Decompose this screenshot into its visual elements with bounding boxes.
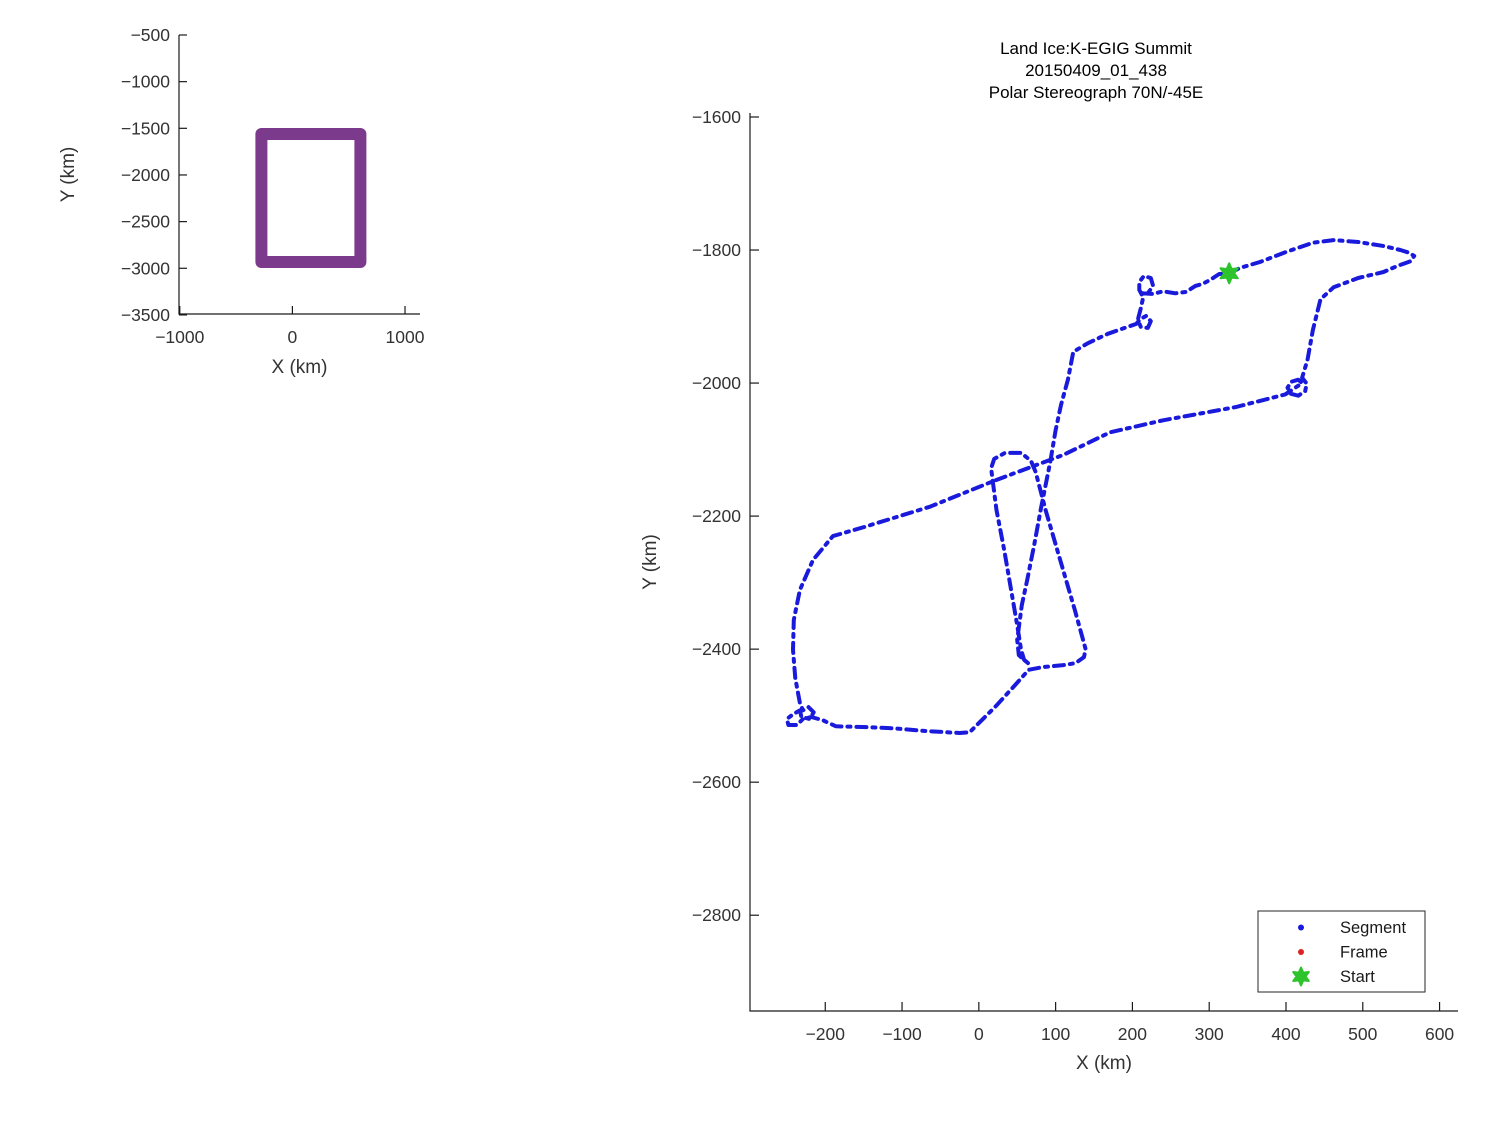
series-Segment <box>784 238 1417 735</box>
plot-title-line: Land Ice:K-EGIG Summit <box>1000 39 1192 58</box>
segment-marker-icon <box>1298 924 1304 931</box>
y-tick-label: −2000 <box>121 165 170 185</box>
legend-entry-start: Start <box>1292 966 1375 987</box>
x-axis-label: X (km) <box>1076 1053 1132 1074</box>
y-tick-label: −2000 <box>692 373 741 393</box>
y-axis-label: Y (km) <box>640 534 661 590</box>
x-tick-label: 0 <box>974 1024 984 1044</box>
legend-label: Frame <box>1340 944 1388 962</box>
x-tick-label: −1000 <box>155 327 204 347</box>
x-tick-label: 300 <box>1195 1024 1224 1044</box>
y-tick-label: −2600 <box>692 772 741 792</box>
legend: Segment Frame Start <box>1257 910 1426 993</box>
y-tick-label: −2200 <box>692 506 741 526</box>
y-tick-label: −3500 <box>121 305 170 325</box>
frame-marker-icon <box>1298 949 1304 955</box>
x-tick-label: 1000 <box>386 327 425 347</box>
series-coverage-boundary <box>255 128 367 268</box>
y-tick-label: −1000 <box>121 72 170 92</box>
x-tick-label: 200 <box>1118 1024 1147 1044</box>
legend-entry-frame: Frame <box>1298 944 1388 962</box>
x-tick-label: −100 <box>882 1024 922 1044</box>
x-tick-label: 400 <box>1271 1024 1300 1044</box>
plot-title-line: Polar Stereograph 70N/-45E <box>989 83 1204 102</box>
legend-label: Segment <box>1340 919 1406 937</box>
y-tick-label: −2800 <box>692 905 741 925</box>
x-tick-label: 500 <box>1348 1024 1377 1044</box>
x-tick-label: 600 <box>1425 1024 1454 1044</box>
plot-flight_map: −200 −100 0 100 200 300 400 500 600 −1600 −1800 −20… <box>640 39 1458 1074</box>
y-tick-label: −500 <box>131 25 171 45</box>
plot-overview: −1000 0 1000 −500 −1000 −1500 −2000 −2500 −3000 −… <box>58 25 425 378</box>
y-axis-label: Y (km) <box>58 147 79 203</box>
y-tick-label: −1500 <box>121 118 170 138</box>
plot-title-line: 20150409_01_438 <box>1025 61 1167 80</box>
x-axis-label: X (km) <box>272 357 328 378</box>
y-tick-label: −1600 <box>692 107 741 127</box>
start-marker <box>1219 262 1239 285</box>
axes-frame <box>178 35 420 315</box>
legend-box <box>1257 910 1426 993</box>
start-marker-icon <box>1292 966 1310 987</box>
legend-entry-segment: Segment <box>1298 919 1406 937</box>
legend-label: Start <box>1340 968 1375 986</box>
y-tick-label: −2400 <box>692 639 741 659</box>
x-tick-label: −200 <box>806 1024 846 1044</box>
y-tick-label: −1800 <box>692 240 741 260</box>
x-tick-label: 0 <box>288 327 298 347</box>
y-tick-label: −2500 <box>121 212 170 232</box>
y-tick-label: −3000 <box>121 258 170 278</box>
x-tick-label: 100 <box>1041 1024 1070 1044</box>
axes-frame <box>749 113 1458 1012</box>
